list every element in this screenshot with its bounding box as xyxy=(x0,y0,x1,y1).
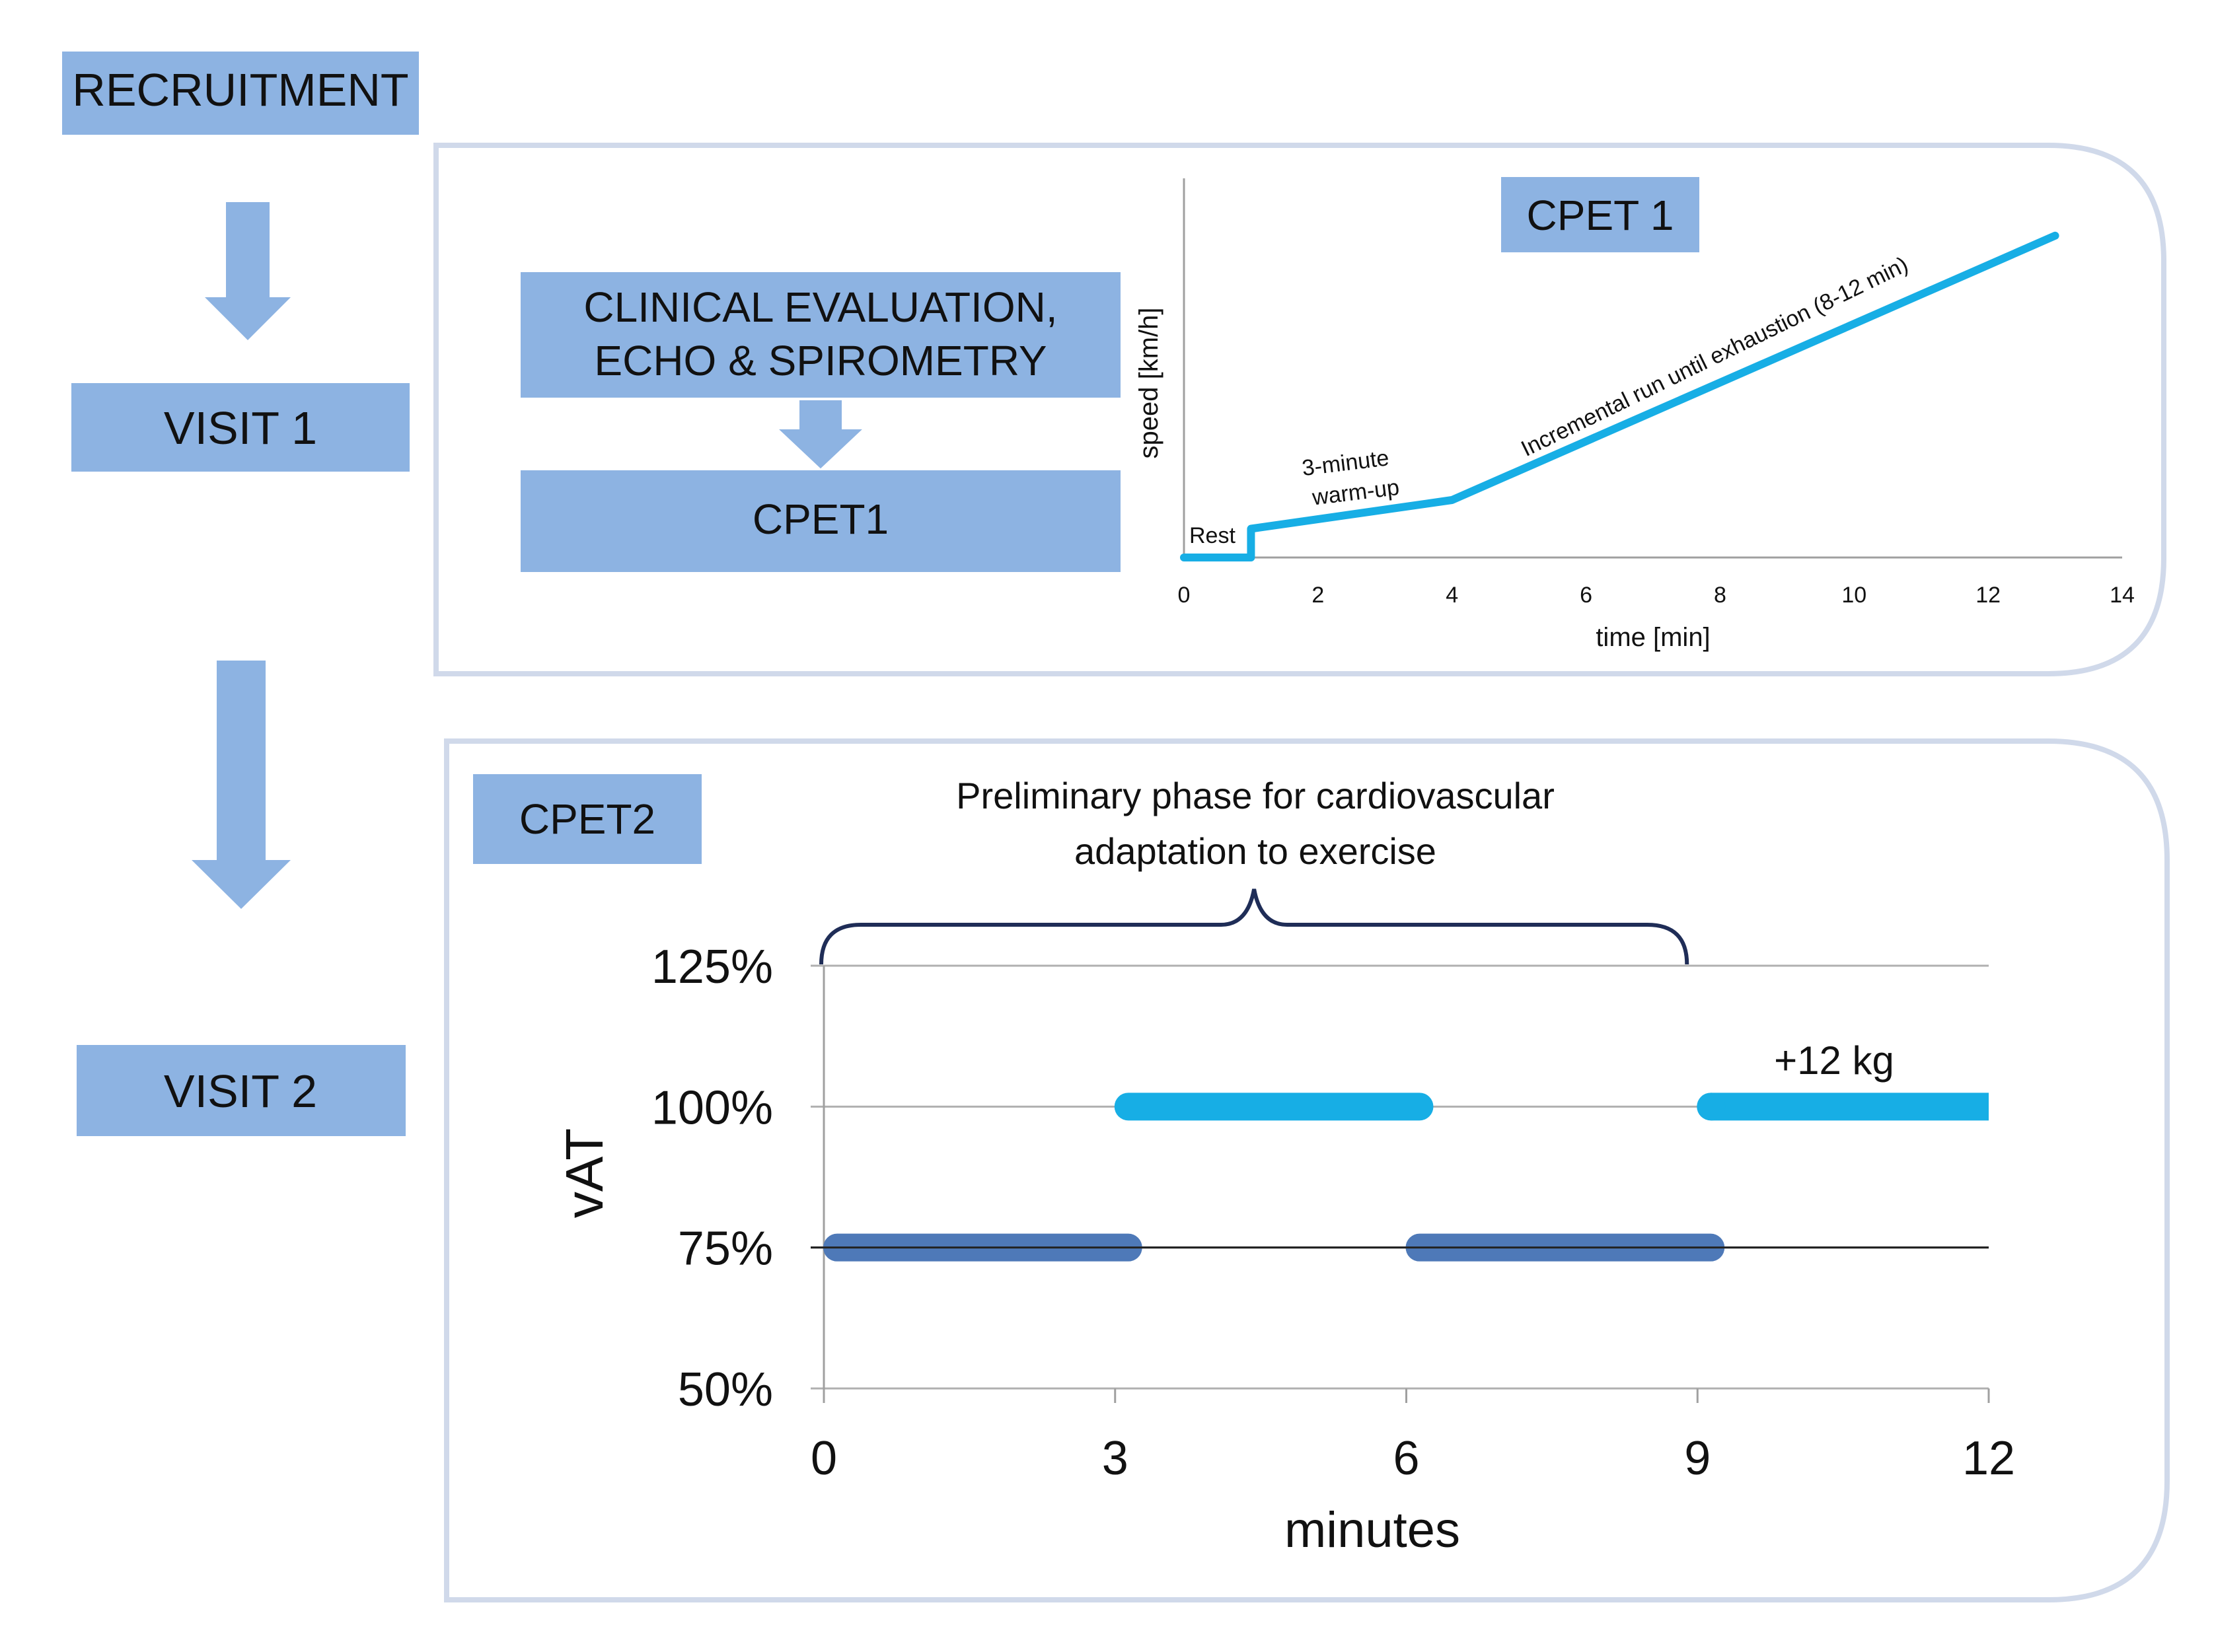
x-axis-label: minutes xyxy=(1284,1502,1460,1558)
x-tick-label: 0 xyxy=(1178,583,1191,608)
visit1-box xyxy=(71,383,410,472)
visit1-panel xyxy=(433,143,2166,676)
speed-line xyxy=(1180,231,2059,561)
x-tick-label: 14 xyxy=(2110,583,2135,608)
warmup-label-line2: warm-up xyxy=(1310,475,1401,511)
cpet1-box xyxy=(521,470,1121,572)
arrow-down-icon xyxy=(192,661,291,909)
x-tick-label: 6 xyxy=(1580,583,1592,608)
x-tick-label: 6 xyxy=(1393,1432,1419,1485)
phase-label-line1: Preliminary phase for cardiovascular xyxy=(956,775,1555,816)
cpet1-tag xyxy=(1501,177,1699,252)
load-label: +12 kg xyxy=(1774,1038,1894,1083)
x-axis-label: time [min] xyxy=(1596,623,1710,652)
visit1-label: VISIT 1 xyxy=(164,402,317,454)
warmup-label-line1: 3-minute xyxy=(1301,445,1391,481)
y-axis-label: vAT xyxy=(555,1128,614,1218)
y-tick-label: 75% xyxy=(678,1223,773,1275)
arrow-down-icon xyxy=(205,202,291,340)
phase-brace xyxy=(819,888,1689,965)
y-tick-label: 125% xyxy=(651,941,773,993)
cpet1-box-label: CPET1 xyxy=(753,495,889,543)
clinical-evaluation-line1: CLINICAL EVALUATION, xyxy=(583,283,1057,331)
recruitment-label: RECRUITMENT xyxy=(72,64,408,116)
clinical-evaluation-line2: ECHO & SPIROMETRY xyxy=(594,337,1047,384)
incremental-run-label: Incremental run until exhaustion (8-12 m… xyxy=(1517,252,1912,461)
cpet2-tag xyxy=(473,774,702,864)
clinical-evaluation-box xyxy=(521,272,1121,398)
x-tick-label: 3 xyxy=(1102,1432,1128,1485)
visit2-panel xyxy=(444,738,2170,1602)
cpet1-tag-label: CPET 1 xyxy=(1527,192,1674,239)
phase-label-line2: adaptation to exercise xyxy=(1074,830,1436,872)
x-tick-label: 2 xyxy=(1311,583,1324,608)
recruitment-box xyxy=(62,52,419,135)
y-tick-label: 100% xyxy=(651,1081,773,1134)
x-tick-label: 10 xyxy=(1841,583,1866,608)
cpet2-tag-label: CPET2 xyxy=(519,795,655,843)
visit2-box xyxy=(77,1045,406,1136)
visit2-label: VISIT 2 xyxy=(164,1065,317,1117)
x-tick-label: 12 xyxy=(1975,583,2001,608)
rest-label: Rest xyxy=(1189,523,1236,548)
x-tick-label: 0 xyxy=(811,1432,837,1485)
x-tick-label: 12 xyxy=(1962,1432,2015,1485)
cpet2-vat-chart: 50% 75% 100% 125% 0 3 6 9 12 minutes vAT +12 kg xyxy=(555,888,2015,1558)
x-tick-label: 9 xyxy=(1684,1432,1711,1485)
arrow-down-icon xyxy=(772,398,869,472)
x-tick-label: 4 xyxy=(1446,583,1458,608)
y-axis-label: speed [km/h] xyxy=(1134,307,1163,458)
x-tick-label: 8 xyxy=(1714,583,1726,608)
y-tick-label: 50% xyxy=(678,1363,773,1416)
